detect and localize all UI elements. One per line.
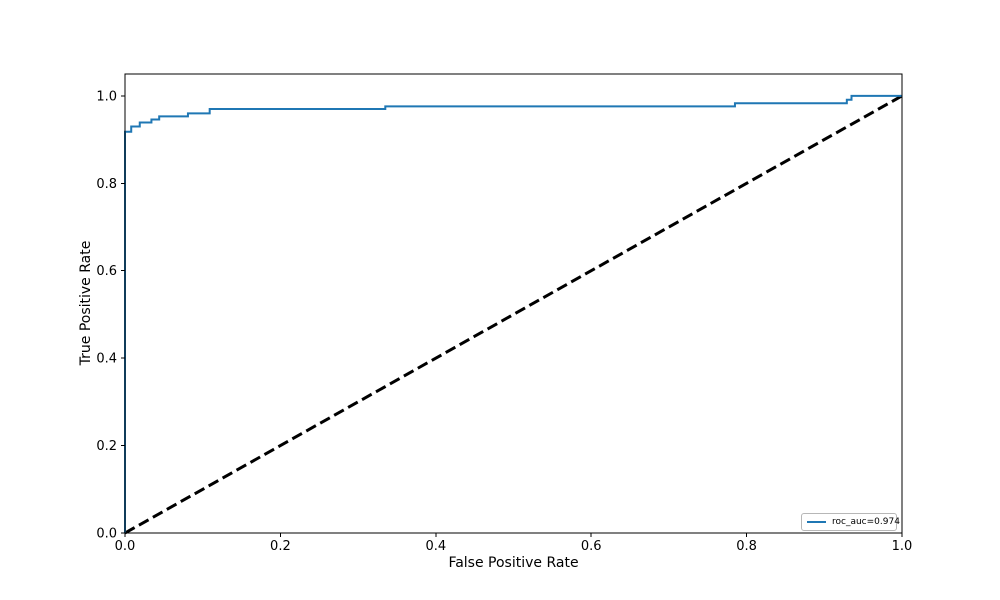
y-tick-label: 0.2 <box>96 439 117 454</box>
roc-curve-line <box>124 94 902 533</box>
chance-diagonal-line <box>124 94 903 535</box>
y-tick-label: 0.8 <box>96 177 117 192</box>
plot-border <box>124 73 903 534</box>
x-tick-label: 0.4 <box>425 539 446 554</box>
y-tick-label: 1.0 <box>96 89 117 104</box>
x-axis-label: False Positive Rate <box>448 555 579 571</box>
y-tick-label: 0.0 <box>96 527 117 542</box>
legend-box: roc_auc=0.974 <box>801 513 900 531</box>
x-tick-label: 1.0 <box>892 539 913 554</box>
legend-line-sample <box>807 521 826 523</box>
y-tick-label: 0.4 <box>96 352 117 367</box>
x-tick-label: 0.8 <box>736 539 757 554</box>
legend-label: roc_auc=0.974 <box>832 516 900 527</box>
y-tick-label: 0.6 <box>96 264 117 279</box>
x-tick-label: 0.0 <box>115 539 136 554</box>
x-tick-label: 0.2 <box>270 539 291 554</box>
y-axis-label: True Positive Rate <box>78 240 94 366</box>
x-tick-label: 0.6 <box>581 539 602 554</box>
